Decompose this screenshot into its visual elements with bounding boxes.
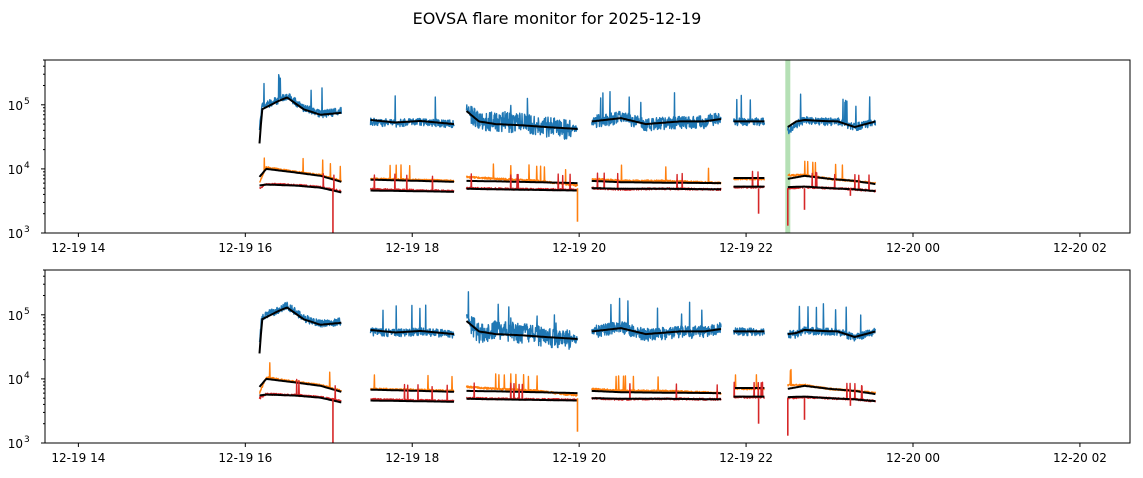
series-high-blue bbox=[258, 74, 877, 140]
x-tick-label: 12-19 18 bbox=[385, 241, 439, 255]
x-tick-label: 12-19 14 bbox=[51, 241, 105, 255]
y-tick-label: 10 bbox=[8, 373, 23, 387]
y-tick-label: 10 bbox=[8, 163, 23, 177]
series-high-smooth bbox=[258, 96, 876, 144]
x-tick-label: 12-20 02 bbox=[1053, 241, 1107, 255]
y-tick-exponent: 3 bbox=[24, 225, 30, 235]
y-tick-exponent: 3 bbox=[24, 435, 30, 445]
x-tick-label: 12-19 22 bbox=[719, 451, 773, 465]
series-mid-orange bbox=[258, 362, 877, 397]
x-tick-label: 12-19 16 bbox=[218, 241, 272, 255]
y-tick-label: 10 bbox=[8, 309, 23, 323]
lower-panel: 12-19 14 12-19 16 12-19 18 12-19 20 12-19 22… bbox=[8, 269, 1131, 465]
y-tick-exponent: 5 bbox=[24, 307, 30, 317]
x-tick-label: 12-19 14 bbox=[51, 451, 105, 465]
upper-panel: 12-19 14 12-19 16 12-19 18 12-19 20 12-19 22… bbox=[8, 59, 1131, 255]
series-mid-smooth bbox=[258, 167, 876, 186]
y-tick-exponent: 4 bbox=[24, 371, 30, 381]
flare-marker bbox=[785, 60, 791, 233]
x-tick-label: 12-19 16 bbox=[218, 451, 272, 465]
y-tick-label: 10 bbox=[8, 99, 23, 113]
x-tick-label: 12-19 20 bbox=[552, 451, 606, 465]
series-high-smooth bbox=[258, 306, 876, 354]
y-tick-exponent: 4 bbox=[24, 161, 30, 171]
x-tick-label: 12-19 20 bbox=[552, 241, 606, 255]
series-low-smooth bbox=[259, 393, 876, 404]
x-tick-label: 12-20 00 bbox=[886, 451, 940, 465]
series-low-red bbox=[258, 378, 877, 403]
x-tick-label: 12-19 18 bbox=[385, 451, 439, 465]
y-tick-exponent: 5 bbox=[24, 97, 30, 107]
plot-frame bbox=[44, 269, 1131, 444]
y-tick-label: 10 bbox=[8, 227, 23, 241]
x-tick-label: 12-20 02 bbox=[1053, 451, 1107, 465]
series-high-blue bbox=[258, 291, 877, 350]
x-tick-label: 12-19 22 bbox=[719, 241, 773, 255]
x-tick-label: 12-20 00 bbox=[886, 241, 940, 255]
series-low-red bbox=[258, 170, 877, 193]
chart-title: EOVSA flare monitor for 2025-12-19 bbox=[413, 9, 702, 28]
y-tick-label: 10 bbox=[8, 437, 23, 451]
series-mid-smooth bbox=[258, 377, 876, 396]
plot-frame bbox=[44, 59, 1131, 234]
series-low-smooth bbox=[259, 183, 876, 194]
